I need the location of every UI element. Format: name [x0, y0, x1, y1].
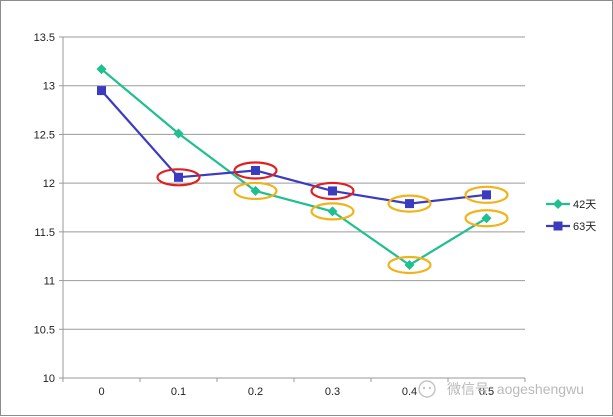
data-point-square — [174, 172, 183, 182]
y-tick-label: 10.5 — [34, 324, 55, 336]
data-point-square — [482, 190, 491, 200]
highlight-circle-orange — [387, 194, 432, 213]
highlight-circle-red — [156, 168, 201, 187]
highlight-circle-orange — [464, 185, 509, 204]
highlight-circle-orange — [233, 181, 278, 201]
data-point-diamond — [404, 259, 415, 270]
data-point-square — [97, 86, 106, 96]
wechat-icon — [418, 380, 436, 398]
y-tick-label: 10 — [43, 373, 55, 385]
x-tick-label: 0.4 — [402, 386, 417, 398]
x-tick-label: 0.5 — [479, 386, 494, 398]
y-tick-label: 12.5 — [34, 129, 55, 141]
y-tick-label: 13.5 — [34, 32, 55, 44]
series-line-2 — [100, 89, 487, 205]
watermark-text: 微信号: aogeshengwu — [447, 381, 584, 397]
annotation-layer — [156, 161, 509, 275]
data-point-diamond — [327, 206, 338, 217]
axis-layer: 10 10.5 11 11.5 12 12.5 13 13.5 0 0.1 0.2 0.3 0.4 0.5 — [34, 32, 526, 398]
x-tick-label: 0.1 — [171, 386, 186, 398]
data-point-diamond — [173, 128, 184, 139]
y-tick-label: 13 — [43, 81, 55, 93]
data-point-square — [405, 199, 414, 209]
legend-label-1: 42天 — [573, 199, 596, 211]
highlight-circle-orange — [464, 209, 509, 228]
grid-layer — [63, 36, 525, 379]
x-tick-label: 0 — [98, 386, 104, 398]
data-point-square — [328, 186, 337, 196]
y-tick-label: 11 — [44, 276, 55, 288]
legend-marker-diamond — [553, 199, 563, 209]
highlight-circle-red — [310, 181, 355, 201]
y-tick-label: 11.5 — [34, 227, 55, 239]
series-line-1 — [100, 68, 488, 267]
legend: 42天 63天 — [546, 199, 596, 233]
legend-label-2: 63天 — [573, 221, 596, 233]
data-point-diamond — [481, 213, 492, 224]
highlight-circle-red — [233, 161, 278, 180]
data-point-diamond — [250, 185, 261, 196]
x-tick-label: 0.3 — [325, 386, 340, 398]
data-point-diamond — [96, 64, 107, 75]
highlight-circle-orange — [387, 255, 432, 275]
legend-marker-square — [553, 221, 563, 231]
series-layer — [96, 64, 492, 270]
data-point-square — [251, 165, 260, 175]
x-tick-label: 0.2 — [248, 386, 263, 398]
highlight-circle-orange — [310, 202, 355, 221]
y-tick-label: 12 — [43, 178, 55, 190]
watermark: 微信号: aogeshengwu — [418, 380, 584, 398]
